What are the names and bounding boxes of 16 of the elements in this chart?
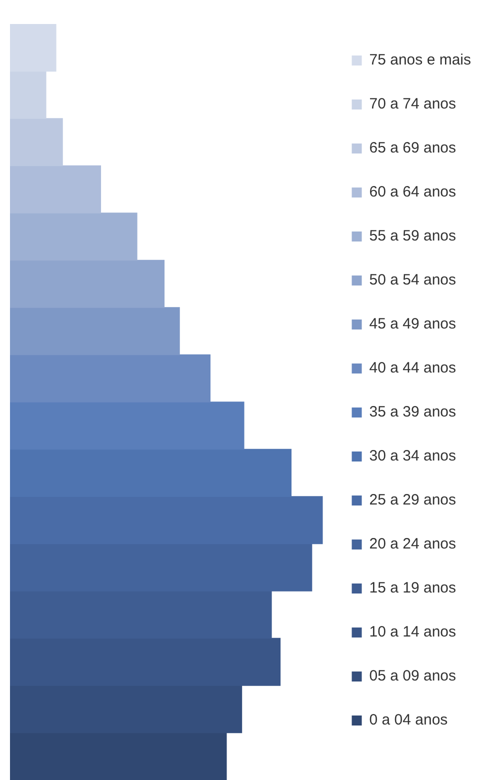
legend-label: 10 a 14 anos (369, 624, 456, 641)
legend-label: 30 a 34 anos (369, 448, 456, 465)
legend-label: 60 a 64 anos (369, 184, 456, 201)
legend-label: 70 a 74 anos (369, 96, 456, 113)
legend-label: 0 a 04 anos (369, 712, 448, 729)
legend-label: 05 a 09 anos (369, 668, 456, 685)
legend-label: 45 a 49 anos (369, 316, 456, 333)
legend-label: 55 a 59 anos (369, 228, 456, 245)
legend-label: 20 a 24 anos (369, 536, 456, 553)
legend-label: 25 a 29 anos (369, 492, 456, 509)
legend-label: 15 a 19 anos (369, 580, 456, 597)
legend-label: 50 a 54 anos (369, 272, 456, 289)
legend-label: 75 anos e mais (369, 52, 472, 69)
legend-label: 35 a 39 anos (369, 404, 456, 421)
legend-label: 40 a 44 anos (369, 360, 456, 377)
legend-label: 65 a 69 anos (369, 140, 456, 157)
